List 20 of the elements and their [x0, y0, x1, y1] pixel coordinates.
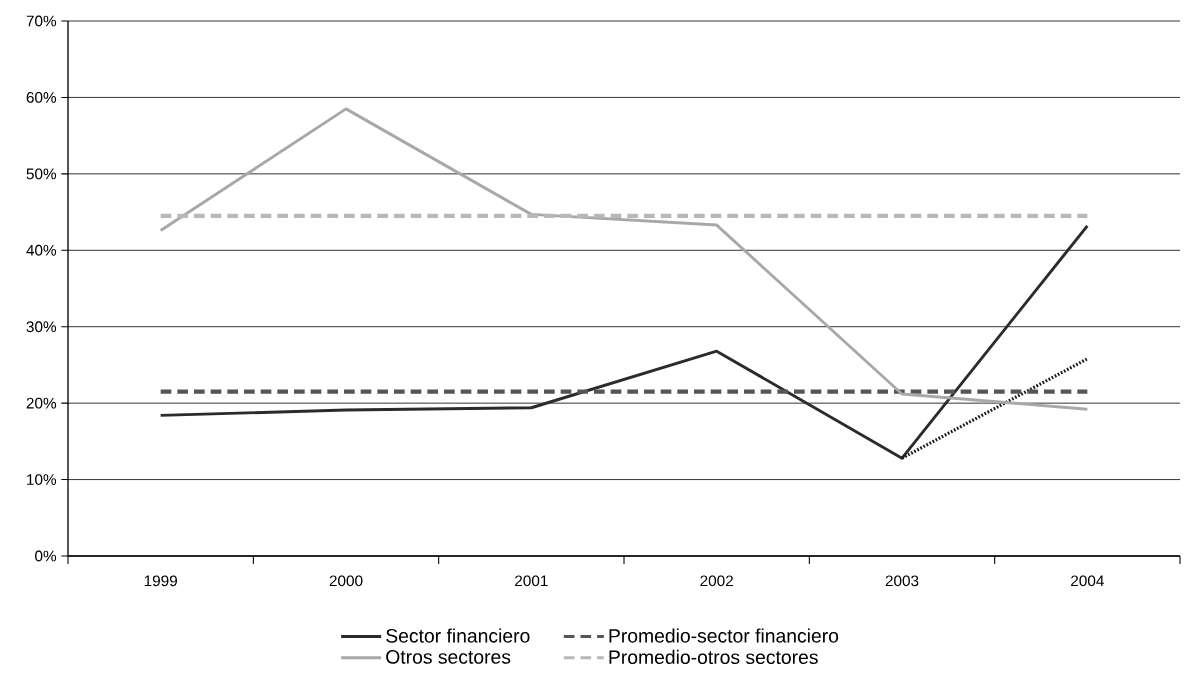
- x-tick-label: 2004: [1071, 575, 1104, 587]
- legend-label: Sector financiero: [386, 628, 530, 643]
- y-tick-label: 40%: [26, 244, 57, 256]
- x-tick-label: 2002: [700, 575, 733, 587]
- x-tick-label: 2001: [515, 575, 548, 587]
- y-tick-label: 0%: [35, 550, 57, 562]
- y-tick-label: 50%: [26, 168, 57, 180]
- x-tick-label: 1999: [144, 575, 177, 587]
- y-tick-label: 20%: [26, 397, 57, 409]
- legend-label: Promedio-sector financiero: [609, 628, 839, 643]
- y-tick-label: 10%: [27, 474, 57, 485]
- line-series: [159, 224, 1089, 460]
- y-tick-label: 70%: [26, 15, 57, 27]
- x-tick-label: 2003: [885, 575, 919, 587]
- legend-label: Otros sectores: [386, 650, 511, 664]
- legend-label: Promedio-otros sectores: [609, 649, 818, 665]
- y-tick-label: 60%: [26, 92, 57, 103]
- y-tick-label: 30%: [26, 321, 57, 333]
- x-tick-label: 2000: [329, 575, 363, 587]
- line-series: [159, 107, 1089, 411]
